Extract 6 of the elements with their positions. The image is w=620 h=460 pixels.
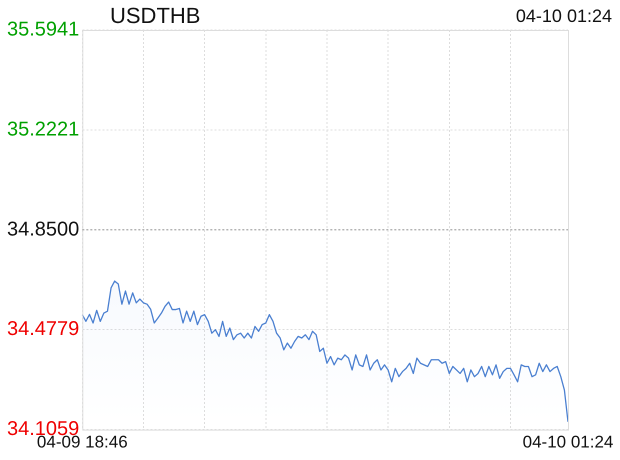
y-tick-label: 34.8500 [7,218,80,240]
chart-title: USDTHB [110,3,200,29]
text: 04-10 01:24 [516,6,612,27]
y-tick-label: 34.4779 [7,318,80,340]
y-tick-label: 35.5941 [7,18,80,41]
y-tick-label: 35.2221 [7,118,80,140]
